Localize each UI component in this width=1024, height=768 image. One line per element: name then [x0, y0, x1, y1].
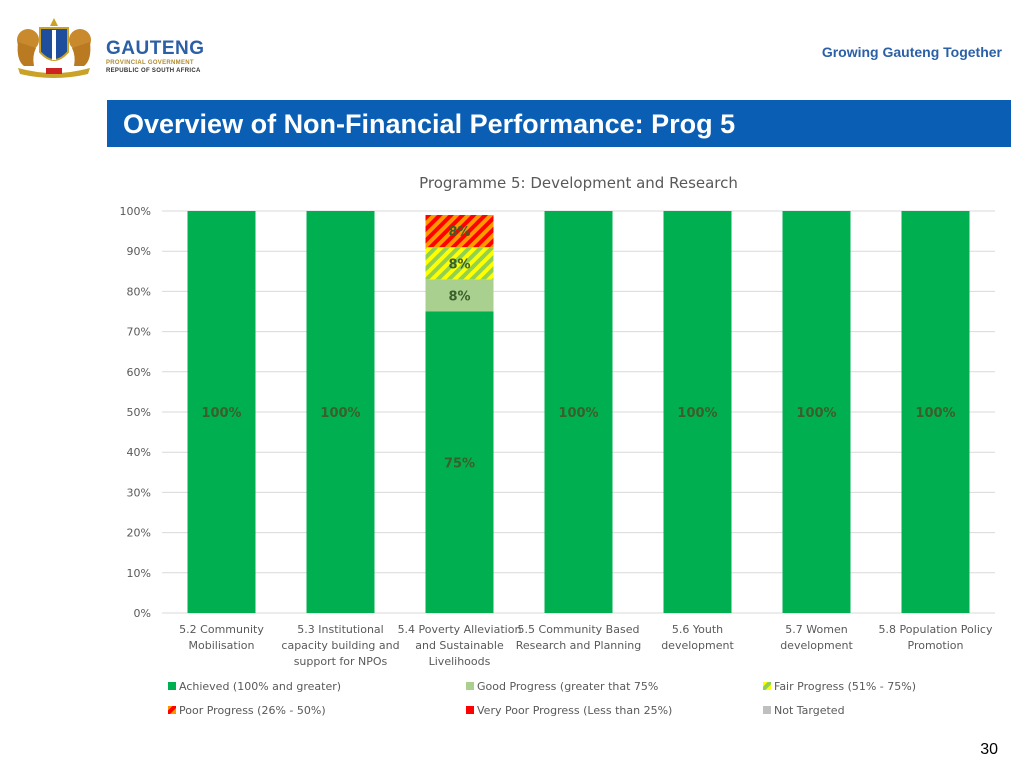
y-tick-label: 100% [120, 205, 151, 218]
bar-segment [306, 211, 375, 613]
y-tick-label: 10% [127, 567, 151, 580]
x-tick-label: Mobilisation [189, 639, 255, 652]
bar-segment [187, 211, 256, 613]
bar-segment [425, 279, 494, 312]
y-tick-label: 20% [127, 527, 151, 540]
data-label: 8% [448, 225, 470, 240]
legend-swatch [763, 706, 771, 714]
data-label: 100% [915, 406, 955, 421]
chart-title: Programme 5: Development and Research [419, 174, 738, 192]
data-label: 100% [677, 406, 717, 421]
bar-segment [544, 211, 613, 613]
data-label: 8% [448, 289, 470, 304]
legend-label: Not Targeted [774, 704, 845, 717]
coat-of-arms-icon [17, 18, 91, 78]
logo-subtitle: PROVINCIAL GOVERNMENT [106, 60, 194, 66]
legend-swatch [763, 682, 771, 690]
data-label: 100% [796, 406, 836, 421]
x-tick-label: 5.2 Community [179, 623, 264, 636]
y-tick-label: 0% [134, 607, 151, 620]
slide-title: Overview of Non-Financial Performance: P… [123, 109, 736, 139]
y-tick-label: 80% [127, 285, 151, 298]
bar-segment [425, 311, 494, 613]
legend-swatch [466, 682, 474, 690]
y-tick-label: 70% [127, 326, 151, 339]
x-tick-label: support for NPOs [294, 655, 388, 668]
data-label: 100% [201, 406, 241, 421]
legend-label: Very Poor Progress (Less than 25%) [477, 704, 672, 717]
x-tick-label: 5.6 Youth [672, 623, 723, 636]
data-label: 100% [320, 406, 360, 421]
bar-segment [901, 211, 970, 613]
page-number: 30 [980, 741, 998, 758]
x-tick-label: development [780, 639, 853, 652]
legend-swatch [168, 706, 176, 714]
legend-label: Good Progress (greater that 75% [477, 680, 658, 693]
gauteng-logo: GAUTENG PROVINCIAL GOVERNMENT REPUBLIC O… [10, 12, 210, 80]
logo-name: GAUTENG [106, 38, 205, 59]
stacked-bar-chart: Programme 5: Development and Research 0% 1… [120, 174, 995, 717]
x-tick-label: Promotion [908, 639, 964, 652]
legend-swatch [466, 706, 474, 714]
x-tick-label: Research and Planning [516, 639, 642, 652]
x-tick-label: 5.8 Population Policy [879, 623, 993, 636]
x-tick-label: 5.4 Poverty Alleviation [398, 623, 522, 636]
data-label: 75% [444, 456, 475, 471]
y-tick-label: 90% [127, 245, 151, 258]
legend-label: Fair Progress (51% - 75%) [774, 680, 916, 693]
y-tick-label: 40% [127, 446, 151, 459]
bar-segment [425, 247, 494, 280]
bar-segment [663, 211, 732, 613]
x-tick-label: Livelihoods [429, 655, 491, 668]
y-tick-label: 30% [127, 486, 151, 499]
bar-segment [425, 215, 494, 248]
y-tick-label: 60% [127, 366, 151, 379]
data-label: 100% [558, 406, 598, 421]
bar-segment [782, 211, 851, 613]
logo-country: REPUBLIC OF SOUTH AFRICA [106, 68, 201, 74]
x-tick-label: capacity building and [281, 639, 399, 652]
x-tick-label: 5.5 Community Based [518, 623, 640, 636]
x-tick-label: development [661, 639, 734, 652]
x-tick-label: 5.7 Women [785, 623, 847, 636]
x-tick-label: and Sustainable [415, 639, 504, 652]
legend-swatch [168, 682, 176, 690]
x-tick-label: 5.3 Institutional [297, 623, 383, 636]
data-label: 8% [448, 257, 470, 272]
legend-label: Achieved (100% and greater) [179, 680, 341, 693]
legend-label: Poor Progress (26% - 50%) [179, 704, 326, 717]
slide-title-bar: Overview of Non-Financial Performance: P… [107, 100, 1011, 147]
y-tick-label: 50% [127, 406, 151, 419]
tagline: Growing Gauteng Together [821, 44, 1002, 60]
